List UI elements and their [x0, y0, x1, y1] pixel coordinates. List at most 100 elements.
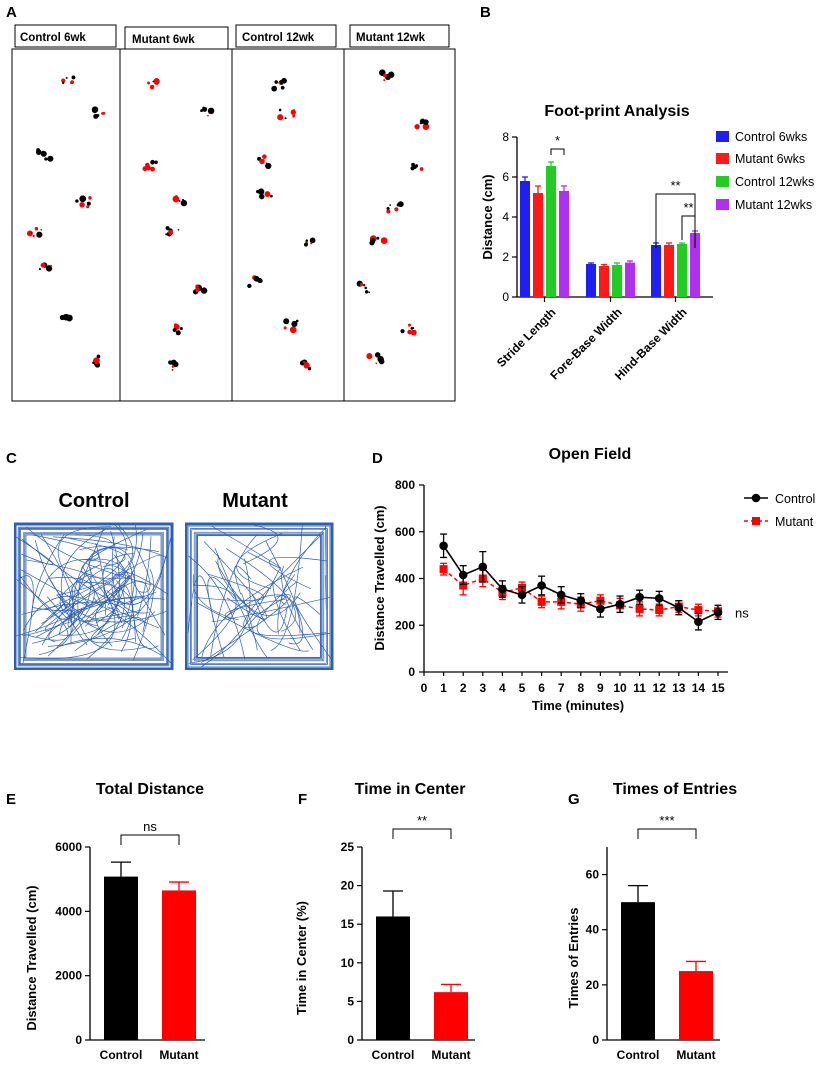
track-path [132, 568, 154, 661]
track-path [265, 540, 304, 645]
x-tick-label: Mutant [676, 1048, 715, 1062]
footprint-mark [35, 149, 42, 155]
track-path [281, 574, 296, 605]
bar [651, 245, 661, 297]
footprint-mark [270, 194, 273, 198]
footprint-mark [34, 227, 39, 231]
y-tick-label: 0 [408, 665, 415, 679]
track-path [60, 637, 162, 656]
footprint-mark [86, 205, 90, 209]
footprint-mark [310, 242, 313, 245]
control-point [694, 617, 703, 627]
footprint-mark [168, 229, 174, 235]
footprint-mark [293, 109, 295, 111]
footprint-mark [247, 283, 252, 289]
footprint-mark [407, 329, 413, 335]
x-tick-label: 5 [519, 681, 526, 695]
footprint-mark [381, 359, 384, 362]
footprint-mark [289, 326, 297, 334]
footprint-mark [309, 237, 316, 244]
footprint-mark [290, 109, 296, 115]
bar [520, 181, 530, 297]
footprint-mark [386, 207, 390, 211]
panel-letter-e: E [6, 791, 16, 808]
control-point [596, 604, 605, 614]
x-tick-label: Control [617, 1048, 660, 1062]
control-point [674, 603, 684, 613]
sig-bracket-hind-inner-label: ** [683, 200, 693, 215]
bar [677, 244, 687, 297]
track-path [32, 566, 92, 644]
track-border [185, 522, 334, 670]
footprint-mark [305, 239, 309, 242]
x-tick-label: 15 [711, 681, 725, 695]
control-bar [621, 902, 655, 1040]
footprint-mark [175, 330, 181, 336]
track-path [224, 598, 286, 620]
footprint-mark [292, 114, 296, 118]
mutant-point [537, 597, 546, 606]
footprint-mark [178, 200, 181, 202]
x-tick-label: 0 [421, 681, 428, 695]
track-path [59, 573, 98, 627]
times-of-entries-chart: Times of Entries Times of Entries 0 20 40 6… [566, 781, 737, 1062]
track-path [272, 581, 301, 652]
legend-control-label: Control [775, 492, 815, 506]
mutant-point [635, 604, 644, 613]
footprint-header-mutant-6wk: Mutant 6wk [132, 34, 195, 46]
y-tick-label: 800 [395, 478, 415, 492]
track-path [203, 541, 268, 620]
track-path [193, 531, 325, 662]
track-path [77, 575, 148, 651]
y-tick-label: 6 [502, 170, 509, 184]
track-path [111, 536, 149, 614]
track-label-mutant: Mutant [222, 490, 288, 512]
footprint-mark [152, 80, 155, 83]
legend-label: Mutant 12wks [735, 198, 812, 212]
track-path [242, 523, 279, 565]
x-tick-label: 13 [672, 681, 686, 695]
panel-letter-c: C [6, 450, 17, 467]
chart-b-ylabel: Distance (cm) [480, 174, 495, 259]
track-path [24, 533, 163, 660]
footprint-mark [149, 84, 155, 90]
footprint-mark [283, 318, 290, 325]
x-tick-label: Mutant [159, 1048, 198, 1062]
footprint-mark [410, 326, 414, 330]
track-path [81, 529, 147, 579]
x-tick-label: 4 [499, 681, 506, 695]
footprint-mark [147, 81, 150, 85]
sig-bracket-hind-outer-label: ** [670, 178, 680, 193]
footprint-mark [195, 287, 200, 293]
track-path [15, 525, 137, 637]
track-path [192, 584, 237, 661]
footprint-mark [419, 121, 423, 125]
footprint-mark [150, 159, 155, 165]
footprint-mark [364, 290, 369, 294]
panel-letter-d: D [372, 450, 383, 467]
footprint-header-box-3 [235, 24, 337, 48]
footprint-mark [386, 209, 391, 214]
footprint-panel: Control 6wk Mutant 6wk Control 12wk Muta… [11, 24, 456, 402]
footprint-mark [278, 108, 282, 112]
track-path [214, 547, 269, 659]
legend-label: Mutant 6wks [735, 152, 805, 166]
track-control [14, 522, 174, 670]
footprint-mark [303, 362, 310, 369]
chart-g-title: Times of Entries [613, 781, 737, 798]
footprint-mark [295, 319, 299, 323]
footprint-mark [32, 234, 35, 238]
x-tick-label: Stride Length [494, 305, 559, 370]
track-path [17, 526, 170, 667]
y-tick-label: 8 [502, 130, 509, 144]
footprint-mark [202, 106, 205, 110]
x-tick-label: Control [100, 1048, 143, 1062]
sig-bracket-stride-label: * [555, 133, 560, 148]
y-tick-label: 0 [592, 1033, 599, 1047]
footprint-mark [177, 228, 180, 231]
footprint-mark [374, 352, 381, 358]
track-path [211, 597, 330, 622]
track-path [34, 540, 167, 623]
footprint-mark [172, 195, 180, 203]
sig-bracket-label: *** [659, 813, 674, 828]
